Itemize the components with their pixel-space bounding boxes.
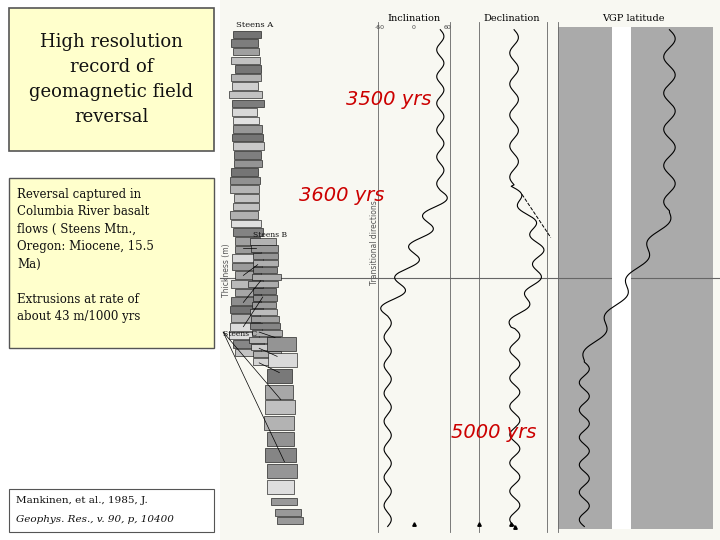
Text: 5000 yrs: 5000 yrs (451, 422, 536, 442)
Text: 0: 0 (412, 25, 416, 30)
Text: High resolution
record of
geomagnetic field
reversal: High resolution record of geomagnetic fi… (30, 33, 193, 126)
Text: Inclination: Inclination (387, 15, 441, 23)
Bar (267, 464, 297, 478)
Bar (253, 295, 277, 301)
Text: 3600 yrs: 3600 yrs (300, 186, 384, 205)
Bar (233, 125, 261, 133)
Bar (230, 185, 258, 193)
Bar (251, 323, 280, 329)
Bar (251, 246, 278, 252)
Bar (233, 228, 263, 236)
Bar (253, 288, 276, 294)
Bar (253, 330, 282, 336)
Bar (231, 220, 261, 227)
Bar (234, 151, 261, 159)
Bar (231, 297, 261, 305)
Text: VGP latitude: VGP latitude (603, 15, 665, 23)
Bar (249, 337, 279, 343)
Bar (229, 91, 262, 98)
Bar (253, 351, 281, 357)
Bar (231, 39, 258, 47)
Bar (235, 272, 261, 279)
Bar (268, 353, 297, 367)
Bar (233, 108, 257, 116)
Bar (233, 134, 263, 141)
Text: 60: 60 (444, 25, 451, 30)
Bar (251, 344, 278, 350)
Bar (233, 143, 264, 150)
Bar (265, 448, 296, 462)
Bar (251, 316, 279, 322)
Bar (230, 211, 258, 219)
Bar (235, 65, 261, 73)
Bar (234, 194, 259, 201)
Bar (253, 359, 276, 364)
Bar (267, 480, 294, 494)
Bar (233, 340, 264, 348)
Bar (233, 117, 258, 124)
Bar (232, 99, 264, 107)
Bar (558, 27, 713, 529)
Bar (232, 82, 258, 90)
Bar (265, 384, 293, 399)
Bar (230, 280, 264, 288)
Text: Reversal captured in
Columbia River basalt
flows ( Steens Mtn.,
Oregon: Miocene,: Reversal captured in Columbia River basa… (17, 188, 154, 323)
Bar (250, 309, 277, 315)
Bar (233, 202, 258, 210)
Bar (230, 323, 261, 330)
Bar (267, 433, 294, 446)
Bar (235, 246, 261, 253)
Bar (612, 27, 631, 529)
Text: Geophys. Res., v. 90, p, 10400: Geophys. Res., v. 90, p, 10400 (16, 515, 174, 524)
Bar (234, 160, 262, 167)
Bar (248, 281, 279, 287)
Bar (233, 263, 262, 271)
Bar (252, 302, 276, 308)
Text: Thickness (m): Thickness (m) (222, 243, 231, 297)
Bar (253, 260, 278, 266)
Bar (230, 306, 263, 313)
Text: Steens C: Steens C (223, 330, 258, 338)
Bar (232, 254, 263, 262)
Bar (250, 239, 276, 245)
Bar (229, 332, 259, 339)
Bar (265, 401, 295, 415)
Text: Steens A: Steens A (236, 22, 274, 29)
Bar (231, 168, 258, 176)
Bar (235, 349, 261, 356)
Bar (235, 289, 261, 296)
Bar (230, 74, 261, 82)
Bar (267, 337, 297, 351)
Bar (233, 48, 258, 56)
Bar (230, 314, 261, 322)
Text: Transitional directions: Transitional directions (370, 201, 379, 285)
Bar (233, 31, 261, 38)
Bar (231, 57, 261, 64)
Bar (230, 177, 260, 185)
Text: -60: -60 (375, 25, 385, 30)
Bar (266, 369, 292, 382)
Bar (251, 274, 282, 280)
Bar (9, 489, 214, 532)
Bar (264, 416, 294, 430)
Bar (253, 253, 278, 259)
Text: Declination: Declination (483, 15, 539, 23)
Bar (9, 8, 214, 151)
Text: 3500 yrs: 3500 yrs (346, 90, 431, 110)
Bar (9, 178, 214, 348)
Text: Mankinen, et al., 1985, J.: Mankinen, et al., 1985, J. (16, 496, 148, 505)
Bar (275, 509, 301, 516)
Bar (220, 0, 720, 540)
Text: Steens B: Steens B (253, 231, 287, 239)
Bar (253, 267, 277, 273)
Bar (277, 517, 303, 524)
Bar (271, 498, 297, 505)
Bar (235, 237, 261, 245)
